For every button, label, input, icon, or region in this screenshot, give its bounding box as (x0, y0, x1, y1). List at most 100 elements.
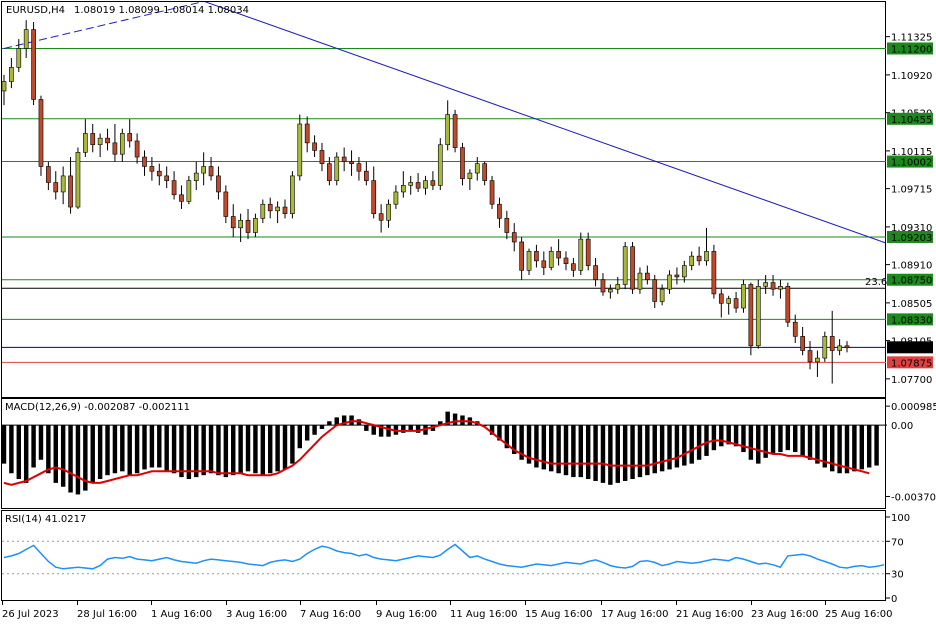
time-axis-label: 21 Aug 16:00 (676, 609, 743, 620)
candle-body (16, 48, 22, 68)
macd-histogram-bar (408, 425, 413, 431)
candle-body (127, 133, 133, 142)
candle-body (652, 279, 658, 302)
candle-body (319, 150, 325, 164)
candle-body (807, 350, 813, 363)
candle-body (718, 293, 724, 304)
candle-body (356, 163, 362, 172)
macd-histogram-bar (186, 425, 192, 480)
candle-body (1, 81, 7, 92)
candle-body (467, 172, 473, 180)
rsi-title: RSI(14) 41.0217 (5, 514, 86, 525)
macd-histogram-bar (415, 425, 421, 433)
price-chart: 23.6 (1, 2, 887, 384)
price-level-tag (887, 112, 933, 125)
macd-histogram-bar (171, 425, 177, 474)
candle-body (829, 336, 835, 351)
candle-body (800, 336, 805, 351)
macd-histogram-bar (238, 425, 243, 474)
price-level-tag-label: 1.10455 (891, 115, 932, 126)
macd-histogram-bar (371, 425, 376, 435)
macd-histogram-bar (75, 425, 81, 495)
candle-body (83, 133, 88, 153)
macd-histogram-bar (231, 425, 236, 476)
candle-body (460, 147, 465, 180)
macd-histogram-bar (874, 425, 879, 466)
time-axis-label: 26 Jul 2023 (2, 609, 59, 620)
macd-panel-frame (1, 398, 886, 509)
macd-axis-label: 0.000985 (891, 402, 936, 413)
candle-body (763, 282, 768, 287)
candle-body (423, 180, 428, 189)
candle-body (696, 255, 702, 262)
macd-histogram-bar (608, 425, 613, 485)
macd-histogram-bar (519, 425, 524, 460)
time-axis-label: 7 Aug 16:00 (300, 609, 361, 620)
macd-histogram-bar (829, 425, 835, 472)
trendline (204, 2, 885, 244)
macd-histogram-bar (53, 425, 58, 483)
macd-signal-line (3, 420, 870, 486)
candle-body (482, 163, 487, 181)
candle-body (556, 251, 561, 259)
candle-body (304, 123, 310, 144)
macd-histogram-bar (512, 425, 517, 454)
macd-histogram-bar (438, 421, 443, 426)
price-axis-label: 1.07700 (891, 375, 932, 386)
macd-histogram-bar (290, 425, 295, 464)
rsi-axis-label: 0 (891, 594, 897, 605)
macd-histogram-bar (319, 425, 325, 429)
macd-zero-tag (887, 419, 915, 432)
macd-histogram-bar (149, 425, 155, 468)
macd-histogram-bar (208, 425, 214, 474)
candle-body (837, 345, 842, 351)
time-axis-label: 9 Aug 16:00 (376, 609, 437, 620)
macd-histogram-bar (97, 425, 103, 480)
macd-histogram-bar (615, 425, 620, 483)
rsi-line (3, 543, 885, 570)
macd-histogram-bar (31, 425, 36, 468)
candle-body (704, 251, 709, 262)
macd-chart (1, 411, 886, 495)
candle-body (400, 185, 406, 193)
candle-body (534, 251, 539, 262)
macd-histogram-bar (504, 425, 510, 449)
candle-body (593, 265, 598, 281)
price-axis-label: 1.10920 (891, 71, 932, 82)
rsi-chart (2, 540, 886, 575)
candle-body (112, 142, 118, 155)
rsi-axis-label: 30 (891, 570, 904, 581)
candle-body (504, 218, 510, 233)
candle-body (674, 274, 680, 278)
macd-histogram-bar (622, 425, 628, 481)
macd-histogram-bar (341, 415, 347, 426)
candle-body (585, 238, 591, 266)
macd-histogram-bar (245, 425, 251, 472)
candle-body (216, 175, 221, 193)
candle-body (260, 203, 266, 219)
candle-body (785, 286, 791, 323)
candle-body (681, 265, 687, 278)
macd-histogram-bar (364, 425, 369, 431)
dashed-channel-line (3, 2, 204, 49)
macd-histogram-bar (556, 425, 561, 474)
candle-body (267, 203, 273, 212)
macd-histogram-bar (386, 425, 391, 437)
macd-histogram-bar (60, 425, 66, 487)
candle-body (571, 263, 576, 271)
price-level-tag (887, 356, 933, 369)
macd-histogram-bar (756, 425, 761, 464)
candle-body (282, 206, 288, 214)
candle-body (437, 144, 443, 186)
candle-body (97, 137, 103, 146)
candle-body (364, 170, 369, 181)
price-level-tag-label: 1.11200 (891, 44, 932, 55)
candle-body (75, 152, 81, 208)
macd-histogram-bar (711, 425, 717, 451)
macd-histogram-bar (378, 425, 384, 437)
candle-body (608, 288, 613, 293)
macd-histogram-bar (778, 425, 783, 453)
macd-histogram-bar (763, 425, 768, 458)
candle-body (341, 156, 347, 163)
